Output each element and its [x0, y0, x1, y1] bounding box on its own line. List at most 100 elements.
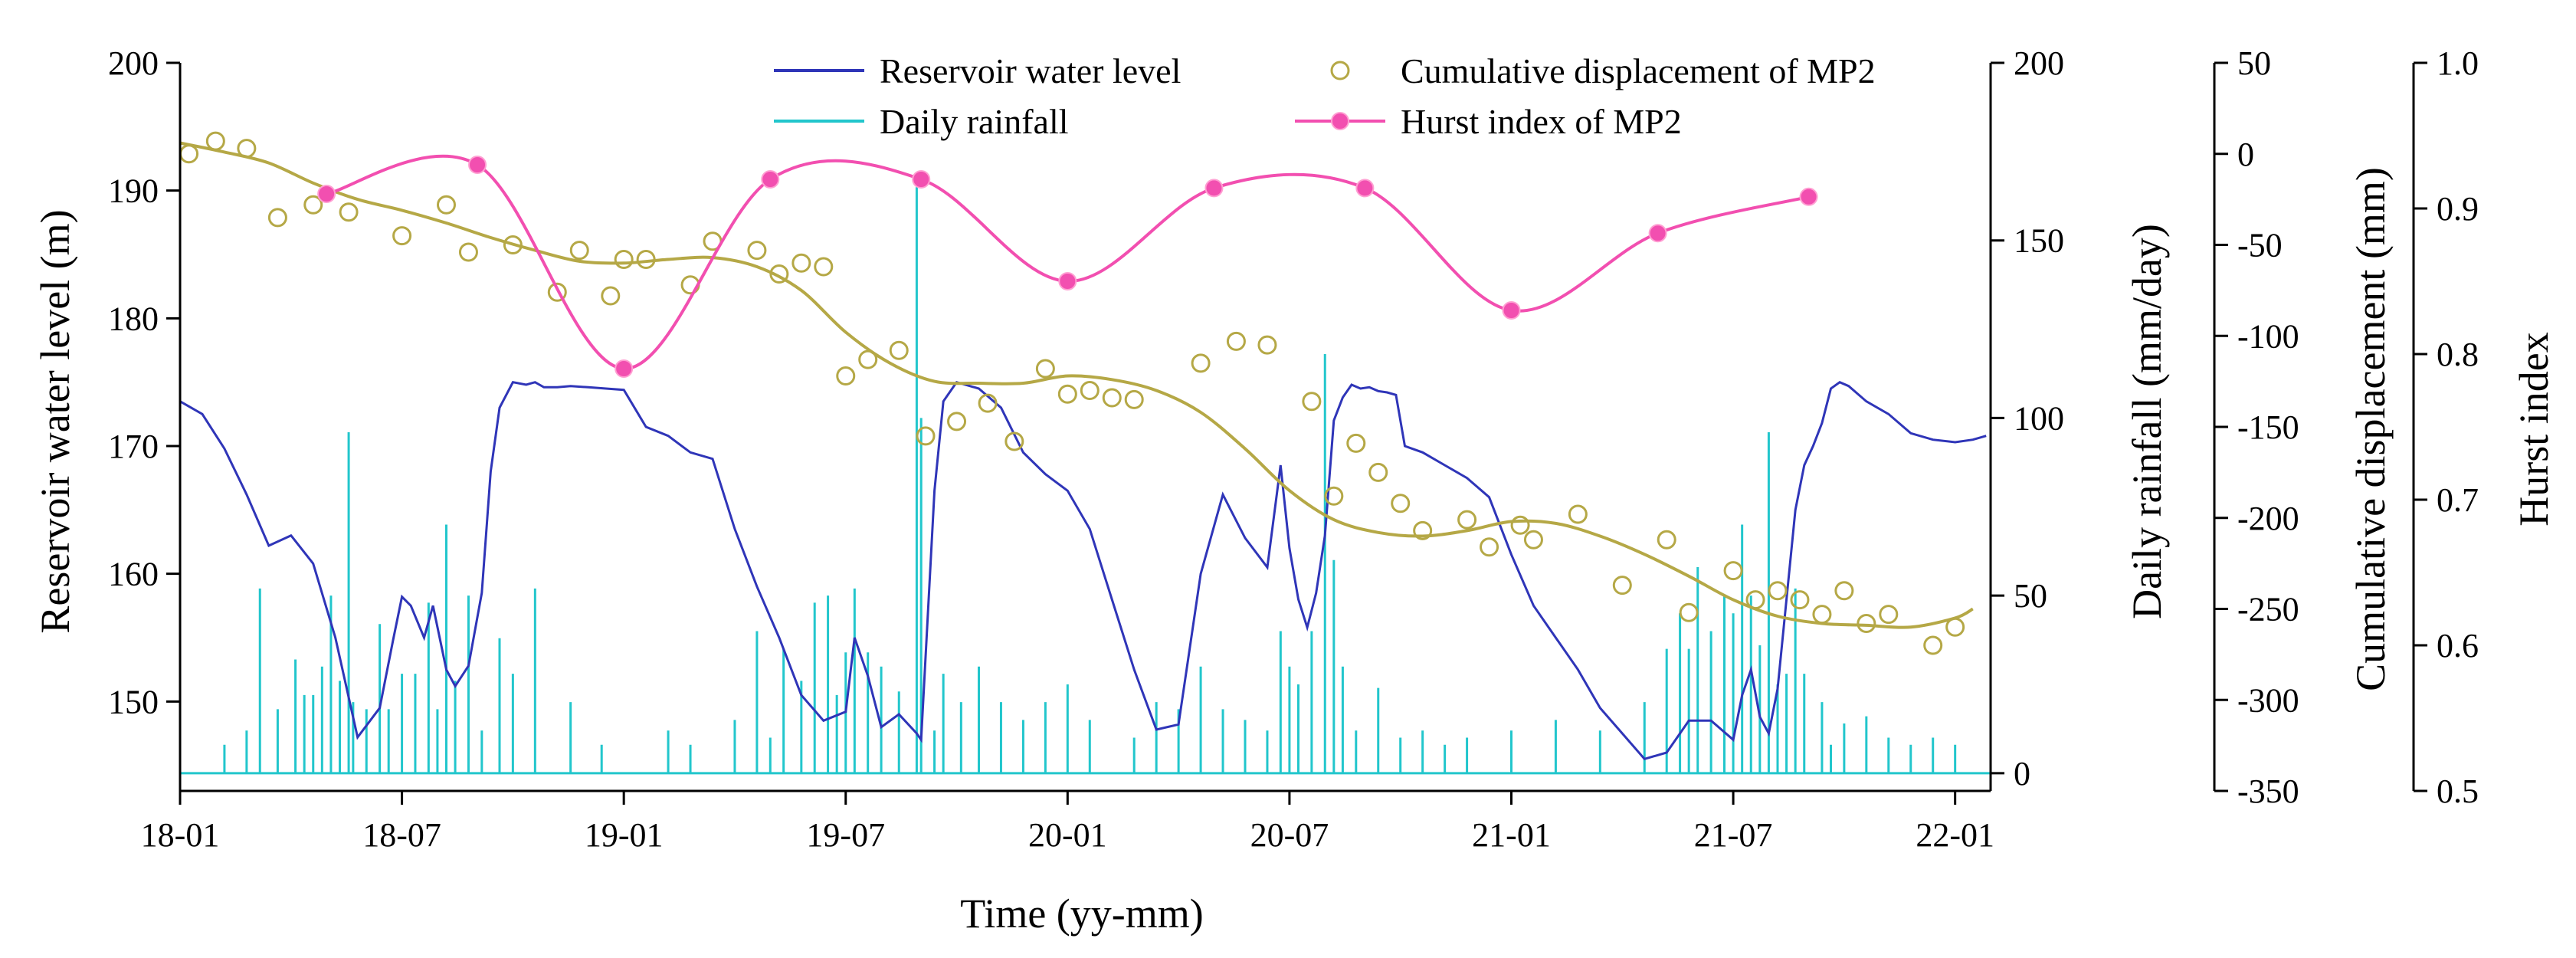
displacement-point [1523, 530, 1543, 550]
hurst-point [1799, 187, 1818, 206]
legend-label: Reservoir water level [880, 51, 1181, 90]
displacement-point [205, 131, 225, 151]
disp-tick-label: 50 [2237, 44, 2271, 82]
displacement-point [1102, 388, 1122, 408]
hurst-tick-label: 0.5 [2437, 773, 2479, 810]
displacement-point [836, 366, 856, 385]
disp-tick-label: -250 [2237, 591, 2299, 628]
disp-axis-title: Cumulative displacement (mm) [2348, 167, 2394, 691]
displacement-point [947, 412, 967, 431]
hurst-point [317, 185, 336, 203]
displacement-point [978, 393, 998, 413]
rain-tick-label: 150 [2014, 222, 2064, 260]
water-tick-label: 170 [108, 428, 159, 465]
disp-tick-label: -350 [2237, 773, 2299, 810]
hurst-tick-label: 1.0 [2437, 44, 2479, 82]
legend-label: Hurst index of MP2 [1401, 102, 1682, 141]
displacement-point [601, 286, 621, 306]
displacement-point [1612, 576, 1632, 595]
x-tick-label: 18-07 [362, 816, 441, 854]
disp-tick-label: -150 [2237, 408, 2299, 446]
displacement-point [1945, 617, 1965, 637]
displacement-point [1480, 537, 1499, 557]
legend-label: Cumulative displacement of MP2 [1401, 51, 1876, 90]
water-tick-label: 190 [108, 172, 159, 210]
hurst-point [1502, 301, 1521, 320]
displacement-point [458, 242, 478, 262]
legend-swatch-dot [1331, 112, 1349, 130]
displacement-point [392, 226, 412, 246]
displacement-point [1879, 605, 1899, 625]
displacement-point [614, 250, 634, 269]
displacement-point [1834, 581, 1854, 601]
hurst-point [761, 170, 780, 189]
displacement-point [237, 139, 257, 159]
displacement-point [1657, 530, 1676, 550]
displacement-point [916, 426, 936, 446]
hurst-tick-label: 0.9 [2437, 190, 2479, 228]
displacement-point [437, 195, 456, 215]
displacement-point [1057, 384, 1077, 404]
legend: Reservoir water level Cumulative displace… [774, 51, 1876, 141]
displacement-point [889, 340, 909, 360]
water-tick-label: 200 [108, 44, 159, 82]
displacement-point [1790, 590, 1810, 610]
water-tick-label: 180 [108, 300, 159, 337]
disp-tick-label: 0 [2237, 136, 2254, 173]
disp-tick-label: -300 [2237, 681, 2299, 719]
x-tick-label: 18-01 [141, 816, 220, 854]
water-tick-label: 150 [108, 683, 159, 720]
displacement-point [503, 235, 523, 254]
x-tick-label: 21-01 [1472, 816, 1551, 854]
hurst-point [1648, 224, 1667, 243]
displacement-point [267, 208, 287, 228]
displacement-point [1124, 389, 1144, 409]
displacement-point [1005, 431, 1024, 451]
displacement-point [1324, 486, 1344, 506]
x-tick-label: 20-01 [1028, 816, 1107, 854]
displacement-point [1191, 353, 1211, 373]
rain-tick-label: 200 [2014, 44, 2064, 82]
hurst-tick-label: 0.6 [2437, 627, 2479, 664]
displacement-point [636, 250, 656, 269]
disp-tick-label: -100 [2237, 317, 2299, 355]
rain-tick-label: 50 [2014, 577, 2047, 615]
hurst-point [468, 156, 487, 174]
x-tick-label: 21-07 [1694, 816, 1773, 854]
hurst-line [326, 154, 1809, 371]
rain-tick-label: 100 [2014, 399, 2064, 437]
displacement-point [1510, 515, 1530, 535]
legend-label: Daily rainfall [880, 102, 1069, 141]
displacement-point [858, 349, 878, 369]
disp-tick-label: -50 [2237, 227, 2283, 264]
displacement-point [179, 144, 199, 164]
hurst-point [615, 359, 634, 378]
displacement-point [1257, 335, 1277, 355]
hurst-point [1355, 179, 1375, 198]
rain-tick-label: 0 [2014, 755, 2030, 792]
displacement-point [1413, 520, 1433, 540]
displacement-point [1457, 510, 1477, 530]
displacement-point [1080, 381, 1100, 400]
displacement-point [1302, 392, 1322, 412]
hurst-point [912, 170, 931, 189]
displacement-point [569, 241, 589, 261]
displacement-point [1226, 331, 1246, 351]
water-tick-label: 160 [108, 556, 159, 593]
displacement-point [1768, 581, 1788, 601]
rain-axis-title: Daily rainfall (mm/day) [2124, 224, 2170, 619]
water-axis-title: Reservoir water level (m) [32, 209, 78, 633]
displacement-point [303, 195, 323, 215]
displacement-point [1857, 614, 1876, 633]
displacement-point [1391, 494, 1411, 513]
displacement-point [1923, 635, 1943, 655]
displacement-point [1568, 504, 1588, 524]
displacement-point [1368, 462, 1388, 482]
hurst-point [1204, 179, 1224, 198]
displacement-point [769, 264, 789, 284]
legend-swatch-circle [1330, 61, 1350, 80]
x-tick-label: 19-01 [585, 816, 664, 854]
plot-area [179, 131, 1991, 775]
displacement-point [547, 282, 567, 302]
displacement-point [791, 253, 811, 273]
